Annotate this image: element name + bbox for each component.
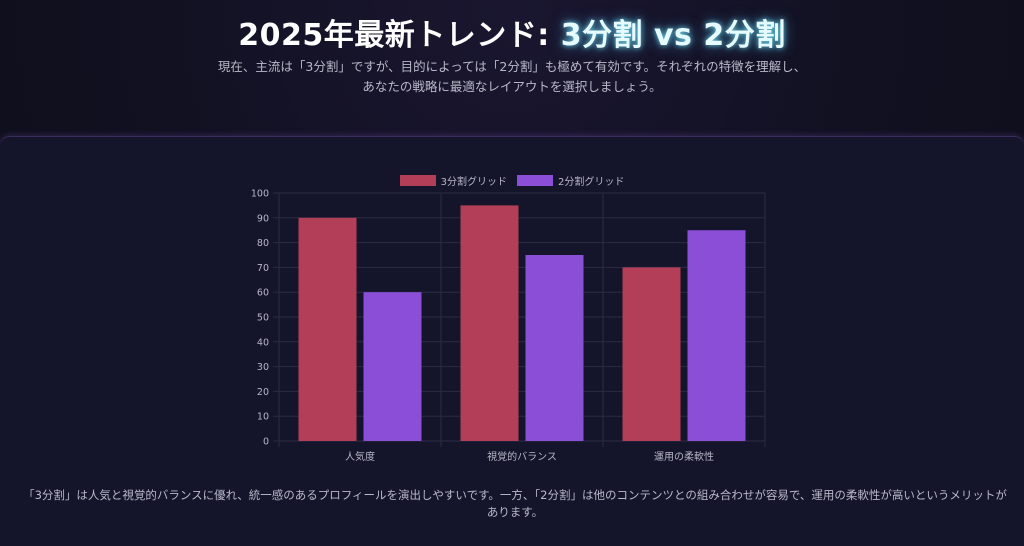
legend-swatch-series-2 — [517, 175, 553, 186]
y-tick-label: 90 — [257, 213, 269, 224]
bar-series-2[interactable] — [525, 255, 584, 441]
y-tick-label: 80 — [257, 238, 269, 249]
page-title: 2025年最新トレンド: 3分割 vs 2分割 — [0, 10, 1024, 54]
title-accent: 3分割 vs 2分割 — [560, 18, 786, 53]
bar-series-2[interactable] — [687, 230, 746, 441]
chart-legend: 3分割グリッド 2分割グリッド — [0, 173, 1024, 188]
bar-series-2[interactable] — [363, 292, 422, 441]
bar-series-1[interactable] — [298, 217, 357, 441]
y-tick-label: 20 — [257, 387, 269, 398]
y-tick-label: 0 — [263, 437, 269, 448]
bar-series-1[interactable] — [622, 267, 681, 441]
x-tick-label: 人気度 — [345, 450, 375, 463]
y-tick-label: 70 — [257, 263, 269, 274]
legend-label-series-2: 2分割グリッド — [558, 177, 625, 188]
y-tick-label: 100 — [251, 189, 269, 200]
legend-item-series-1[interactable]: 3分割グリッド — [399, 173, 507, 188]
legend-label-series-1: 3分割グリッド — [440, 177, 507, 188]
x-tick-label: 運用の柔軟性 — [654, 450, 714, 463]
chart-description: 「3分割」は人気と視覚的バランスに優れ、統一感のあるプロフィールを演出しやすいで… — [23, 488, 1007, 519]
y-tick-label: 30 — [257, 362, 269, 373]
page-subtitle: 現在、主流は「3分割」ですが、目的によっては「2分割」も極めて有効です。それぞれ… — [217, 59, 807, 94]
title-prefix: 2025年最新トレンド: — [238, 18, 561, 53]
y-tick-label: 50 — [257, 313, 269, 324]
legend-item-series-2[interactable]: 2分割グリッド — [517, 173, 624, 188]
y-tick-label: 40 — [257, 337, 269, 348]
y-tick-label: 60 — [257, 288, 269, 299]
bar-series-1[interactable] — [460, 205, 519, 441]
x-tick-label: 視覚的バランス — [487, 450, 557, 463]
legend-swatch-series-1 — [399, 175, 436, 186]
y-tick-label: 10 — [257, 412, 269, 423]
